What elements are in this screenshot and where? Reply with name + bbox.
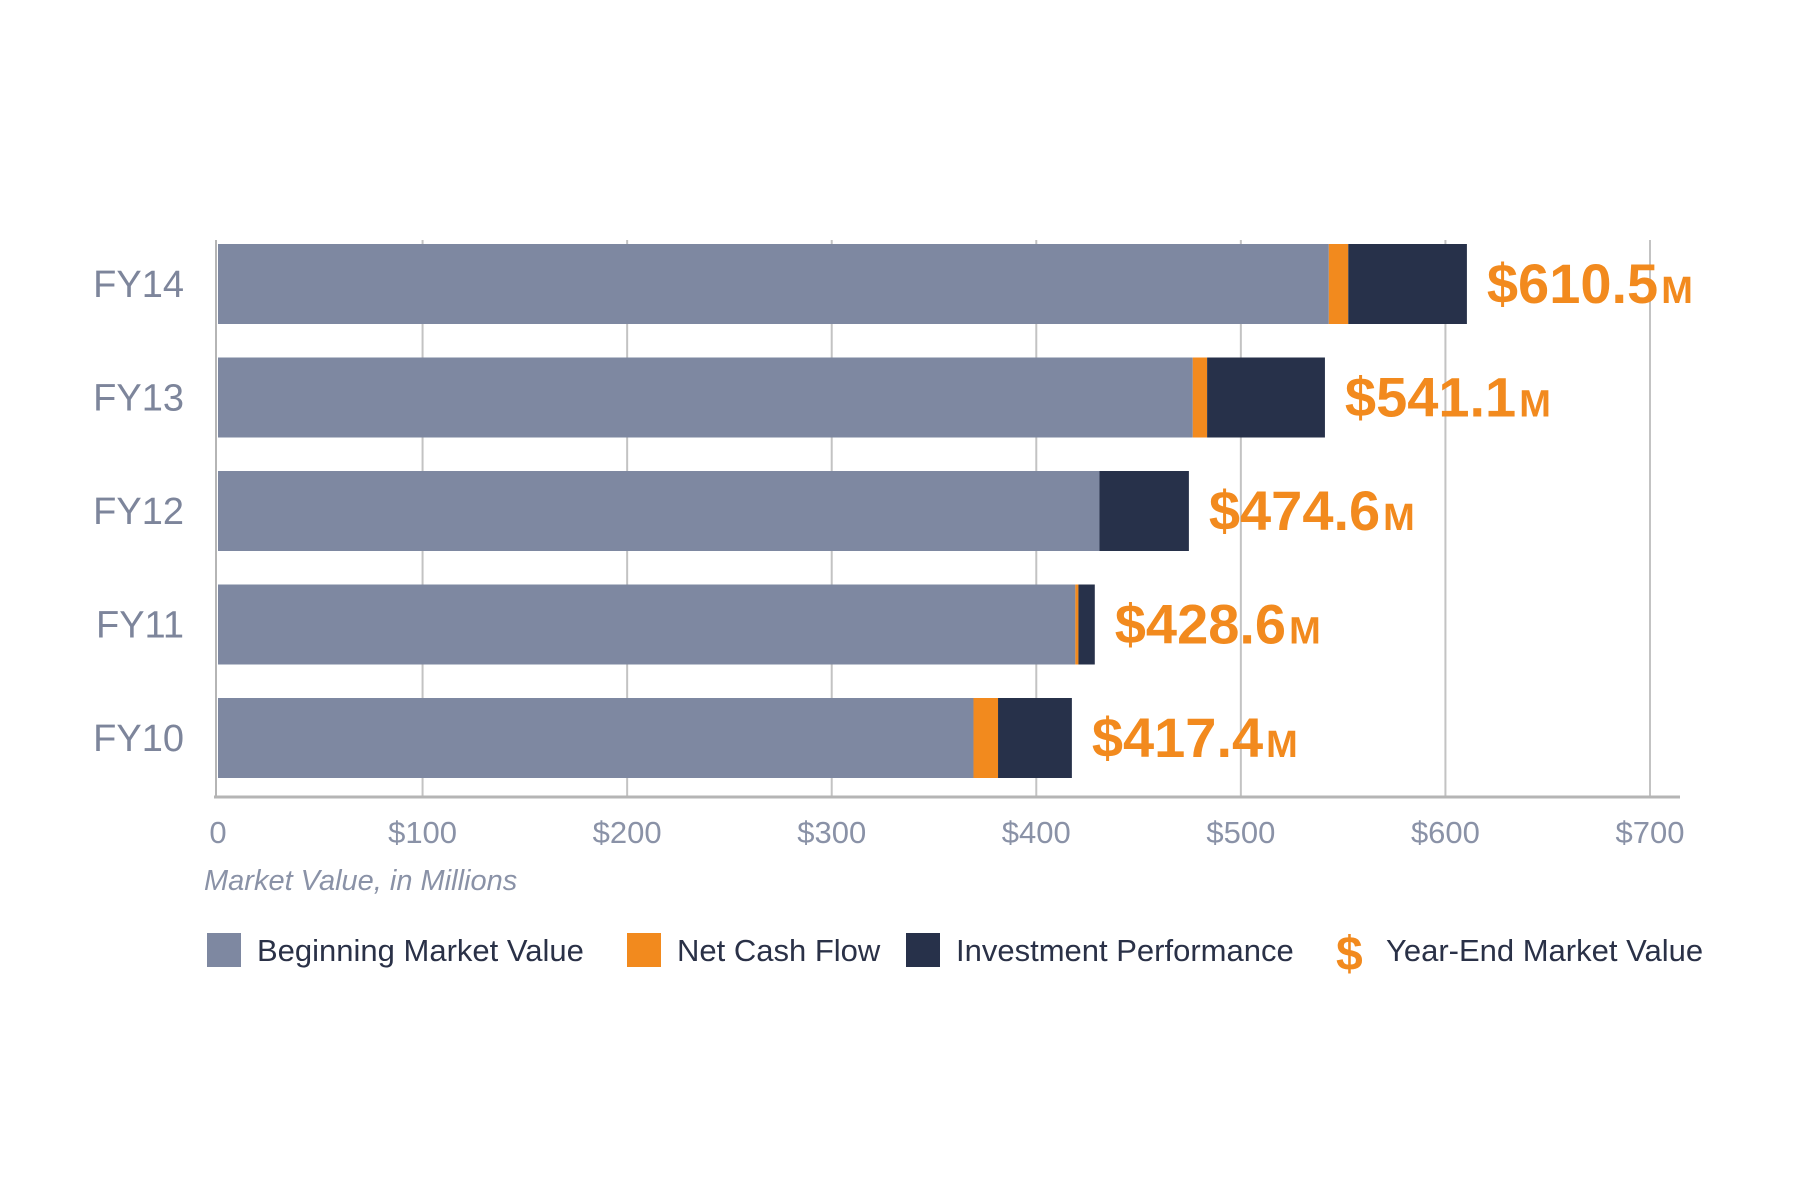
legend-label: Year-End Market Value xyxy=(1386,933,1703,968)
category-label: FY14 xyxy=(93,264,184,306)
bar-segment-investment-performance xyxy=(1078,584,1095,665)
total-label: $428.6M xyxy=(1115,593,1321,656)
x-tick-label: $100 xyxy=(388,815,457,850)
bar-segment-beginning-market-value xyxy=(218,244,1329,324)
bar-segment-investment-performance xyxy=(1207,357,1325,438)
legend-label: Net Cash Flow xyxy=(677,933,881,968)
category-labels: FY14 FY13 FY12 FY11 FY10 xyxy=(93,264,184,760)
legend-swatch xyxy=(207,933,241,967)
category-label: FY10 xyxy=(93,718,184,760)
total-labels: $610.5M $541.1M $474.6M $428.6M $417.4M xyxy=(1092,252,1693,769)
legend: Beginning Market Value Net Cash Flow Inves… xyxy=(207,928,1703,981)
bar-segment-net-cash-flow xyxy=(1192,357,1208,438)
category-label: FY12 xyxy=(93,491,184,533)
bar-segment-net-cash-flow xyxy=(1328,244,1349,324)
bars xyxy=(218,244,1467,778)
bar-segment-beginning-market-value xyxy=(218,471,1100,551)
x-tick-label: $400 xyxy=(1002,815,1071,850)
total-label: $610.5M xyxy=(1487,252,1693,315)
legend-dollar-icon: $ xyxy=(1336,928,1363,981)
x-axis-title: Market Value, in Millions xyxy=(204,865,517,897)
legend-label: Investment Performance xyxy=(956,933,1294,968)
bar-segment-investment-performance xyxy=(998,698,1072,778)
legend-label: Beginning Market Value xyxy=(257,933,584,968)
legend-swatch xyxy=(627,933,661,967)
bar-segment-investment-performance xyxy=(1348,244,1467,324)
bar-segment-net-cash-flow xyxy=(973,698,999,778)
bar-segment-beginning-market-value xyxy=(218,584,1076,665)
x-tick-label: $500 xyxy=(1206,815,1275,850)
x-axis: 0 $100 $200 $300 $400 $500 $600 $700 xyxy=(209,240,1684,850)
x-tick-label: 0 xyxy=(209,815,226,850)
x-tick-label: $600 xyxy=(1411,815,1480,850)
bar-segment-beginning-market-value xyxy=(218,698,974,778)
bar-segment-investment-performance xyxy=(1099,471,1189,551)
legend-swatch xyxy=(906,933,940,967)
category-label: FY13 xyxy=(93,378,184,420)
category-label: FY11 xyxy=(96,605,184,647)
bar-segment-beginning-market-value xyxy=(218,357,1193,438)
x-tick-label: $200 xyxy=(593,815,662,850)
x-tick-label: $700 xyxy=(1616,815,1685,850)
total-label: $474.6M xyxy=(1209,479,1415,542)
total-label: $417.4M xyxy=(1092,706,1298,769)
x-tick-label: $300 xyxy=(797,815,866,850)
total-label: $541.1M xyxy=(1345,366,1551,429)
bar-segment-net-cash-flow xyxy=(1075,584,1079,665)
